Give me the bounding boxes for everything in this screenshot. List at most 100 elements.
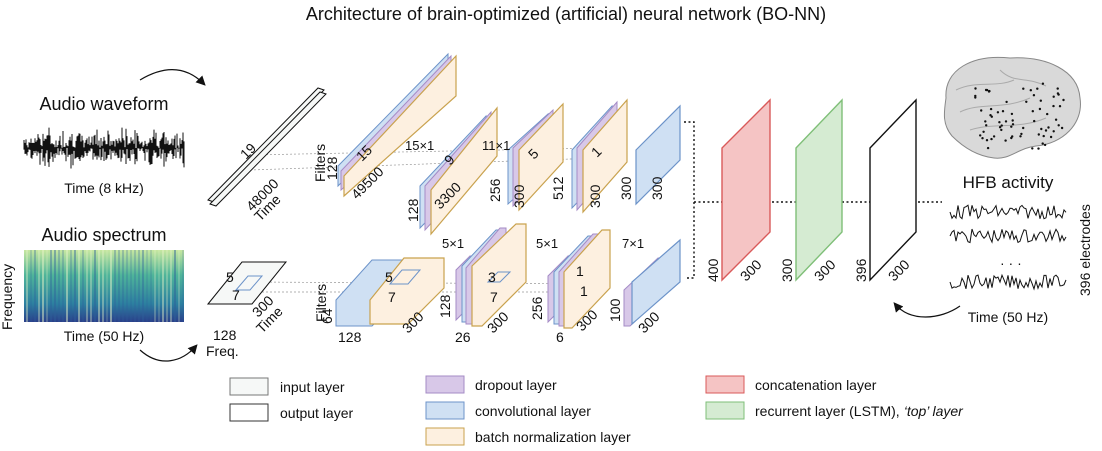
diagram-title: Architecture of brain-optimized (artific… — [306, 4, 826, 24]
top-conv-output-length: 300 — [649, 176, 665, 200]
hfb-traces — [949, 204, 1067, 291]
traces-ellipsis: · · · — [1000, 255, 1022, 271]
bottom-block-2-filters: 128 — [437, 294, 453, 318]
spectrogram-stripe — [122, 250, 124, 322]
spectrogram-stripe — [78, 250, 80, 322]
spectrogram-stripe — [94, 250, 96, 322]
bottom-input-k2: 7 — [232, 287, 240, 303]
bottom-block-3-k1: 1 — [576, 263, 584, 279]
electrode-dot — [1000, 128, 1003, 132]
electrode-dot — [982, 130, 985, 133]
electrode-dot — [989, 114, 992, 117]
brain-illustration — [943, 56, 1081, 159]
hfb-trace — [949, 228, 1067, 244]
spectrum-arrow — [139, 344, 198, 362]
electrode-dot — [1011, 123, 1015, 126]
legend-swatch-batchnorm — [425, 427, 465, 446]
spectrogram-stripe — [54, 250, 56, 322]
electrode-dot — [1010, 112, 1014, 116]
bottom-block-2-width: 26 — [455, 329, 471, 345]
electrode-dot — [1058, 105, 1062, 108]
concat-units: 400 — [705, 258, 721, 282]
electrode-dot — [1020, 132, 1023, 136]
legend-swatch-output — [229, 403, 269, 422]
bottom-input-layer — [206, 261, 288, 305]
bottom-block-3-filters: 256 — [529, 296, 545, 320]
spectrogram-stripe — [170, 250, 172, 322]
spectrogram-stripe — [62, 250, 64, 322]
legend-dropout-label: dropout layer — [475, 377, 557, 393]
electrode-dot — [1043, 143, 1047, 147]
bottom-block-3-kernel-size: 5×1 — [536, 236, 558, 251]
top-conv-output-filters: 300 — [618, 176, 634, 200]
electrode-dot — [986, 146, 990, 150]
concatenation-layer — [721, 98, 771, 282]
bottom-block-1-filters: 64 — [319, 308, 335, 324]
spectrogram-stripe — [70, 250, 72, 322]
electrode-dot — [1052, 130, 1055, 133]
spectrogram-stripe — [26, 250, 28, 322]
electrode-dot — [996, 111, 1000, 114]
top-block-4-length: 300 — [587, 184, 603, 208]
legend-swatch-input — [229, 377, 269, 396]
electrode-dot — [1025, 100, 1028, 104]
top-block-2 — [419, 106, 498, 236]
spectrogram-stripe — [182, 250, 184, 322]
electrode-dot — [1057, 124, 1060, 127]
merge-connectors — [684, 121, 942, 279]
electrode-dot — [1052, 95, 1055, 98]
bottom-block-2-k1: 3 — [488, 269, 496, 285]
electrode-dot — [1031, 147, 1034, 150]
legend-output-label: output layer — [280, 405, 353, 421]
electrode-dot — [1037, 133, 1041, 136]
electrode-dot — [1022, 87, 1025, 90]
electrode-dot — [1036, 87, 1039, 90]
electrode-dot — [1038, 107, 1042, 111]
spectrogram-stripe — [38, 250, 40, 322]
legend-recurrent-extra: ‘top’ layer — [904, 403, 964, 419]
electrode-dot — [1037, 147, 1040, 150]
top-block-1-filters: 128 — [324, 156, 340, 180]
bottom-block-4 — [623, 238, 681, 327]
spectrogram-stripe — [82, 250, 84, 322]
electrode-dot — [1005, 100, 1008, 104]
electrode-dot — [974, 87, 977, 90]
top-block-3-length: 300 — [511, 184, 527, 208]
spectrogram-stripe — [86, 250, 88, 322]
spectrogram-stripe — [58, 250, 60, 322]
top-input-layer — [207, 87, 327, 207]
electrode-dot — [992, 135, 996, 138]
audio-waveform-plot — [23, 127, 185, 169]
spectrogram-stripe — [114, 250, 116, 322]
spectrogram-stripe — [102, 250, 104, 322]
bottom-input-freq: 128 — [213, 327, 237, 343]
electrode-dot — [1032, 94, 1036, 97]
hfb-label: HFB activity — [963, 173, 1054, 192]
legend-swatch-dropout — [425, 375, 465, 394]
spectrogram-stripe — [74, 250, 76, 322]
bottom-block-3-width: 6 — [556, 329, 564, 345]
spectrogram-stripe — [42, 250, 44, 322]
spectrum-label: Audio spectrum — [41, 225, 166, 245]
bottom-block-2-k2: 7 — [490, 289, 498, 305]
top-block-3-kernel-size: 11×1 — [482, 138, 510, 153]
electrode-dot — [1019, 135, 1022, 138]
bottom-block-2 — [455, 223, 527, 327]
electrode-dot — [1057, 93, 1060, 96]
waveform-signal — [23, 127, 185, 169]
legend-swatch-recurrent — [705, 401, 745, 420]
electrode-dot — [1046, 112, 1049, 116]
electrode-dot — [1031, 110, 1035, 113]
legend-recurrent-main: recurrent layer (LSTM), — [755, 403, 900, 419]
electrode-dot — [1041, 142, 1044, 145]
electrode-dot — [1004, 120, 1008, 123]
hfb-trace — [949, 273, 1067, 291]
electrode-dot — [1029, 89, 1033, 92]
bottom-block-1-width: 128 — [338, 329, 362, 345]
electrode-dot — [1047, 126, 1050, 129]
bottom-block-1-k2: 7 — [388, 289, 396, 305]
electrode-dot — [1033, 119, 1036, 123]
bottom-filters-label: Filters — [313, 284, 329, 322]
waveform-arrow — [139, 69, 206, 86]
